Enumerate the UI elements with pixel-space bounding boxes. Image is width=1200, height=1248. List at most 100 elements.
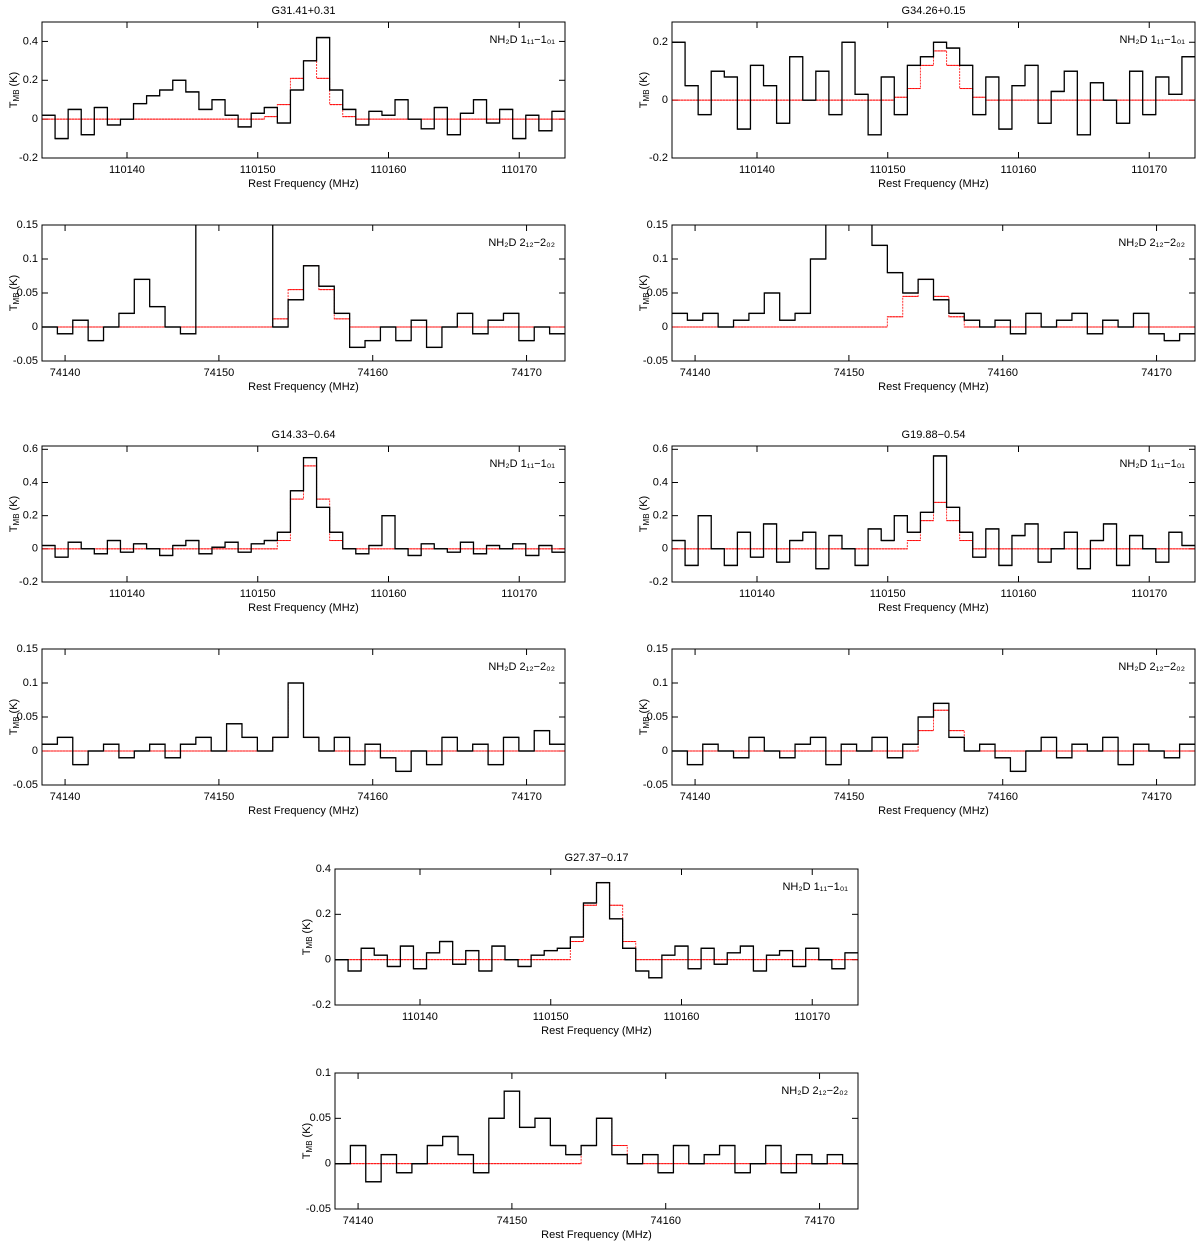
panel-title: G27.37−0.17 xyxy=(565,852,629,864)
x-tick-label: 110140 xyxy=(402,1011,438,1023)
x-tick-label: 110140 xyxy=(739,588,775,600)
y-tick-label: 0.15 xyxy=(647,643,668,655)
x-tick-label: 110170 xyxy=(794,1011,830,1023)
x-tick-label: 110160 xyxy=(371,588,407,600)
annotation: NH₂D 2₁₂−2₀₂ xyxy=(488,237,555,249)
y-label-sub: MB xyxy=(305,936,314,948)
y-label-unit: (K) xyxy=(8,496,20,511)
y-axis-label: TMB (K) xyxy=(638,275,651,311)
y-axis-label: TMB (K) xyxy=(8,72,21,108)
spectrum xyxy=(672,225,1195,342)
y-tick-label: 0.4 xyxy=(23,35,38,47)
y-axis-label: TMB (K) xyxy=(638,72,651,108)
step-outline xyxy=(42,456,565,558)
y-label-unit: (K) xyxy=(301,1123,313,1138)
panel: G27.37−0.17 NH₂D 1₁₁−1₀₁ 110140 110150 11016… xyxy=(301,852,859,1037)
spectrum xyxy=(335,882,858,961)
x-tick-label: 74170 xyxy=(1141,367,1172,379)
y-axis-label: TMB (K) xyxy=(8,496,21,532)
x-axis-label: Rest Frequency (MHz) xyxy=(248,178,359,190)
x-tick-label: 74140 xyxy=(343,1215,374,1227)
y-label-unit: (K) xyxy=(8,699,20,714)
plot-frame xyxy=(41,21,566,159)
y-label-symbol: T xyxy=(301,948,313,955)
x-tick-label: 110140 xyxy=(109,164,145,176)
y-tick-label: 0.15 xyxy=(647,219,668,231)
annotation: NH₂D 1₁₁−1₀₁ xyxy=(1119,34,1185,46)
x-axis-label: Rest Frequency (MHz) xyxy=(878,381,989,393)
x-tick-label: 74150 xyxy=(497,1215,528,1227)
plot-frame xyxy=(41,445,566,583)
plot-frame xyxy=(41,224,566,362)
x-tick-label: 74160 xyxy=(357,791,388,803)
y-axis-label: TMB (K) xyxy=(8,275,21,311)
x-tick-label: 74150 xyxy=(834,367,865,379)
y-label-sub: MB xyxy=(12,716,21,728)
x-tick-label: 110160 xyxy=(1001,164,1037,176)
x-axis-label: Rest Frequency (MHz) xyxy=(878,178,989,190)
panel-title: G31.41+0.31 xyxy=(272,5,336,17)
panel: G19.88−0.54 NH₂D 1₁₁−1₀₁ 110140 110150 11016… xyxy=(638,429,1196,614)
y-axis-label: TMB (K) xyxy=(8,699,21,735)
x-tick-label: 110150 xyxy=(870,164,906,176)
y-tick-label: 0 xyxy=(32,321,38,333)
y-tick-label: 0.1 xyxy=(653,253,668,265)
y-tick-label: -0.2 xyxy=(649,152,668,164)
y-label-unit: (K) xyxy=(8,72,20,87)
plot-frame xyxy=(671,224,1196,362)
y-axis-label: TMB (K) xyxy=(638,496,651,532)
y-tick-label: 0 xyxy=(662,94,668,106)
y-tick-label: -0.05 xyxy=(306,1203,331,1215)
x-tick-label: 74160 xyxy=(650,1215,681,1227)
y-axis-label: TMB (K) xyxy=(301,919,314,955)
y-label-sub: MB xyxy=(12,89,21,101)
step-outline xyxy=(335,881,858,979)
y-label-sub: MB xyxy=(12,513,21,525)
plot-frame xyxy=(671,21,1196,159)
y-tick-label: -0.05 xyxy=(13,355,38,367)
panel: NH₂D 2₁₂−2₀₂ 74140 74150 74160 74170 -0.05 0 0.… xyxy=(8,219,566,393)
x-tick-label: 74170 xyxy=(1141,791,1172,803)
y-label-sub: MB xyxy=(12,292,21,304)
y-tick-label: 0 xyxy=(32,745,38,757)
y-tick-label: 0.2 xyxy=(23,74,38,86)
step-outline xyxy=(42,225,565,349)
panel: G31.41+0.31 NH₂D 1₁₁−1₀₁ 110140 110150 11016… xyxy=(8,5,566,190)
y-label-symbol: T xyxy=(638,525,650,532)
y-label-symbol: T xyxy=(638,728,650,735)
x-tick-label: 74170 xyxy=(804,1215,835,1227)
x-tick-label: 74140 xyxy=(680,791,711,803)
y-tick-label: 0.4 xyxy=(23,476,38,488)
y-label-unit: (K) xyxy=(8,275,20,290)
step-outline xyxy=(335,1090,858,1183)
y-tick-label: 0 xyxy=(325,954,331,966)
spectrum xyxy=(42,225,565,349)
x-tick-label: 110170 xyxy=(1131,164,1167,176)
y-tick-label: -0.05 xyxy=(643,355,668,367)
x-axis-label: Rest Frequency (MHz) xyxy=(541,1229,652,1241)
panel: NH₂D 2₁₂−2₀₂ 74140 74150 74160 74170 -0.05 0 0.… xyxy=(638,643,1196,817)
y-tick-label: 0.1 xyxy=(23,253,38,265)
y-tick-label: 0.2 xyxy=(316,908,331,920)
x-tick-label: 74140 xyxy=(680,367,711,379)
plot-frame xyxy=(334,1072,859,1210)
x-tick-label: 110150 xyxy=(533,1011,569,1023)
y-tick-label: -0.2 xyxy=(19,576,38,588)
y-tick-label: 0.4 xyxy=(653,476,668,488)
x-tick-label: 74150 xyxy=(204,367,235,379)
panel-title: G19.88−0.54 xyxy=(902,429,966,441)
x-tick-label: 74150 xyxy=(204,791,235,803)
y-label-symbol: T xyxy=(8,101,20,108)
x-axis-label: Rest Frequency (MHz) xyxy=(248,381,359,393)
x-tick-label: 110150 xyxy=(870,588,906,600)
y-tick-label: 0.05 xyxy=(647,711,668,723)
y-tick-label: -0.2 xyxy=(312,999,331,1011)
x-tick-label: 74170 xyxy=(511,791,542,803)
annotation: NH₂D 2₁₂−2₀₂ xyxy=(1118,237,1185,249)
y-tick-label: 0.2 xyxy=(653,36,668,48)
y-tick-label: -0.2 xyxy=(649,576,668,588)
y-label-symbol: T xyxy=(638,304,650,311)
y-tick-label: 0.2 xyxy=(653,510,668,522)
spectrum xyxy=(42,36,565,140)
